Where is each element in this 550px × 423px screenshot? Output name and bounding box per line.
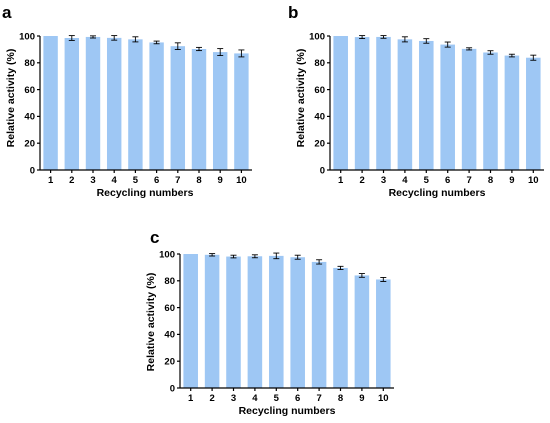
panel-c-x-tick-label-8: 8 — [338, 393, 343, 404]
panel-b-x-tick-label-1: 1 — [338, 175, 344, 186]
panel-a-y-tick-label-60: 60 — [24, 85, 35, 96]
panel-c-bar-7 — [311, 261, 327, 388]
panel-b-x-tick-label-3: 3 — [381, 175, 386, 186]
panel-a-bar-5 — [128, 39, 143, 170]
panel-a-y-tick-label-80: 80 — [24, 58, 35, 69]
panel-c-bar-6 — [290, 257, 305, 388]
panel-c-x-tick-label-6: 6 — [295, 393, 300, 404]
panel-c-x-tick-label-4: 4 — [252, 393, 258, 404]
panel-b-y-tick-label-20: 20 — [314, 139, 325, 150]
panel-c-y-tick-label-80: 80 — [164, 276, 175, 287]
panel-a-label: a — [2, 3, 12, 22]
panel-a-x-tick-label-1: 1 — [48, 175, 54, 186]
panel-a-x-axis-title: Recycling numbers — [97, 187, 194, 199]
panel-a-bar-2 — [64, 38, 80, 171]
panel-a-bar-4 — [106, 37, 122, 170]
panel-b-x-tick-label-6: 6 — [445, 175, 450, 186]
panel-c-bar-3 — [226, 256, 241, 388]
panel-c-bar-5 — [269, 255, 284, 388]
panel-a-x-tick-label-8: 8 — [196, 175, 201, 186]
panel-b-x-tick-label-8: 8 — [488, 175, 493, 186]
panel-b-bar-5 — [419, 40, 434, 171]
panel-a-y-tick-label-0: 0 — [30, 165, 35, 176]
panel-a-bar-9 — [212, 52, 228, 170]
panel-c-x-tick-label-3: 3 — [231, 393, 236, 404]
panel-b-y-tick-label-0: 0 — [320, 165, 325, 176]
panel-c-x-tick-label-5: 5 — [274, 393, 280, 404]
panel-c-x-tick-label-2: 2 — [209, 393, 214, 404]
panel-b-bar-10 — [526, 57, 541, 170]
panel-a-x-tick-label-7: 7 — [175, 175, 180, 186]
panel-b-bar-2 — [354, 37, 370, 170]
panel-a-bar-7 — [170, 46, 186, 170]
chart-panel-a: a Relative activity (%) Recycling number… — [2, 3, 252, 199]
panel-b-y-tick-label-40: 40 — [314, 112, 325, 123]
panel-a-x-tick-label-4: 4 — [112, 175, 118, 186]
panel-a-bar-8 — [191, 49, 207, 170]
panel-a-bar-10 — [234, 53, 249, 170]
panel-c-y-tick-label-20: 20 — [164, 357, 175, 368]
panel-b-y-tick-label-60: 60 — [314, 85, 325, 96]
panel-c-x-tick-label-9: 9 — [359, 393, 364, 404]
panel-a-y-tick-label-100: 100 — [19, 31, 35, 42]
panel-a-x-tick-label-3: 3 — [90, 175, 95, 186]
panel-a-x-tick-label-5: 5 — [133, 175, 139, 186]
panel-b-bar-3 — [376, 36, 391, 170]
panel-c-y-axis-title: Relative activity (%) — [145, 273, 157, 372]
panel-b-label: b — [288, 3, 298, 22]
panel-b-bar-8 — [483, 52, 498, 171]
panel-a-x-tick-label-9: 9 — [218, 175, 223, 186]
panel-b-x-tick-label-9: 9 — [509, 175, 514, 186]
chart-panel-c: c Relative activity (%) Recycling number… — [145, 228, 394, 417]
panel-b-y-axis-title: Relative activity (%) — [295, 49, 307, 148]
panel-b-bar-1 — [333, 36, 348, 170]
panel-b-bar-4 — [397, 39, 413, 170]
panel-a-y-tick-label-40: 40 — [24, 112, 35, 123]
panel-c-bar-4 — [247, 256, 263, 388]
panel-a-y-tick-label-20: 20 — [24, 139, 35, 150]
panel-c-bar-2 — [204, 254, 220, 388]
panel-c-bar-10 — [376, 279, 391, 388]
panel-c-x-tick-label-7: 7 — [316, 393, 321, 404]
panel-b-bar-7 — [461, 48, 477, 170]
panel-b-x-axis-title: Recycling numbers — [389, 187, 486, 199]
panel-b-bar-6 — [440, 44, 455, 170]
panel-b-bar-9 — [504, 55, 520, 171]
panel-b-x-tick-label-2: 2 — [359, 175, 364, 186]
panel-a-x-tick-label-6: 6 — [154, 175, 159, 186]
panel-c-x-tick-label-10: 10 — [378, 393, 389, 404]
panel-b-y-tick-label-80: 80 — [314, 58, 325, 69]
panel-a-y-axis-title: Relative activity (%) — [5, 49, 17, 148]
panel-c-y-tick-label-100: 100 — [159, 249, 175, 260]
panel-c-label: c — [150, 228, 159, 247]
panel-c-y-tick-label-0: 0 — [170, 383, 175, 394]
panel-c-bar-9 — [354, 275, 370, 388]
panel-b-x-tick-label-5: 5 — [424, 175, 430, 186]
panel-c-bar-1 — [183, 254, 198, 388]
panel-b-x-tick-label-10: 10 — [528, 175, 539, 186]
panel-a-bar-6 — [149, 42, 164, 170]
panel-a-bar-1 — [43, 36, 58, 170]
panel-c-x-axis-title: Recycling numbers — [239, 405, 336, 417]
panel-a-x-tick-label-2: 2 — [69, 175, 74, 186]
panel-a-x-tick-label-10: 10 — [236, 175, 247, 186]
panel-c-x-tick-label-1: 1 — [188, 393, 194, 404]
panel-b-y-tick-label-100: 100 — [309, 31, 325, 42]
chart-panel-b: b Relative activity (%) Recycling number… — [288, 3, 544, 199]
panel-c-bar-8 — [333, 267, 348, 388]
panel-c-y-tick-label-40: 40 — [164, 330, 175, 341]
panel-b-x-tick-label-7: 7 — [466, 175, 471, 186]
panel-b-x-tick-label-4: 4 — [402, 175, 408, 186]
panel-c-y-tick-label-60: 60 — [164, 303, 175, 314]
panel-a-bar-3 — [85, 36, 101, 170]
